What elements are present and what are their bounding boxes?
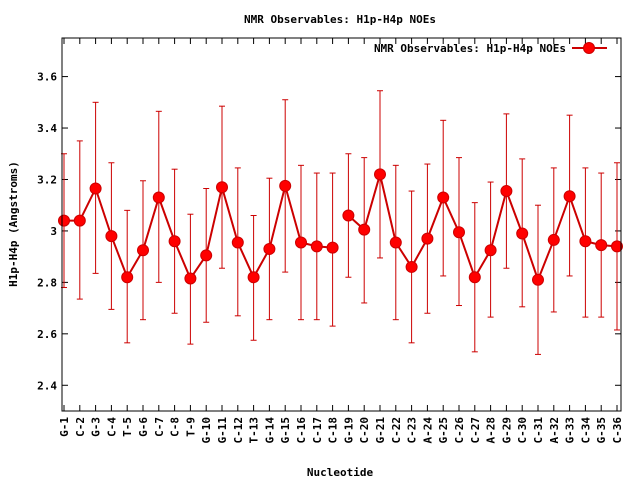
x-tick-label: C-12	[232, 417, 245, 444]
x-tick-label: C-7	[153, 417, 166, 437]
data-point	[595, 239, 608, 252]
x-tick-label: G-1	[58, 417, 71, 437]
data-point	[89, 182, 102, 195]
x-tick-label: A-32	[548, 417, 561, 444]
data-point	[484, 244, 497, 257]
y-tick-label: 3	[50, 225, 57, 238]
y-tick-label: 3.2	[37, 173, 57, 186]
x-axis-title: Nucleotide	[307, 466, 374, 479]
x-tick-label: G-3	[90, 417, 103, 437]
data-point	[453, 226, 465, 239]
x-tick-marks	[63, 38, 618, 411]
x-tick-label: C-22	[390, 417, 403, 444]
x-tick-label: G-33	[564, 417, 577, 444]
data-point	[184, 272, 197, 285]
x-tick-label: C-23	[406, 417, 419, 444]
x-tick-label: G-19	[342, 417, 355, 444]
data-point	[516, 227, 529, 240]
x-tick-label: G-14	[263, 417, 276, 444]
x-tick-label: C-2	[74, 417, 87, 437]
data-point	[405, 260, 418, 273]
x-tick-label: C-31	[532, 417, 545, 444]
data-point	[247, 271, 260, 284]
series-line	[347, 170, 618, 283]
chart-title: NMR Observables: H1p-H4p NOEs	[244, 13, 436, 26]
y-tick-label: 3.6	[37, 71, 57, 84]
x-tick-label: C-26	[453, 417, 466, 444]
data-point	[326, 241, 339, 254]
y-tick-label: 2.8	[37, 276, 57, 289]
plot-frame	[61, 37, 622, 412]
y-tick-label: 2.4	[37, 379, 57, 392]
data-point	[105, 230, 118, 243]
x-tick-label: G-11	[216, 417, 229, 444]
x-tick-label: C-8	[169, 417, 182, 437]
x-tick-label: G-6	[137, 417, 150, 437]
data-point	[500, 185, 513, 198]
data-point	[137, 244, 149, 257]
x-tick-label: G-35	[595, 417, 608, 444]
legend-label: NMR Observables: H1p-H4p NOEs	[374, 42, 566, 55]
data-point	[231, 236, 244, 249]
x-tick-label: C-34	[579, 417, 592, 444]
data-point	[342, 209, 355, 222]
data-point	[121, 271, 134, 284]
x-tick-label: C-4	[105, 417, 118, 437]
x-tick-label: C-20	[358, 417, 371, 444]
x-tick-label: C-36	[611, 417, 624, 444]
data-point	[563, 190, 576, 203]
data-point	[547, 233, 560, 246]
data-point	[200, 249, 213, 262]
data-point	[579, 235, 592, 248]
series-lines	[64, 170, 618, 283]
data-point	[310, 240, 323, 253]
data-point	[58, 214, 70, 227]
x-tick-label: C-27	[469, 417, 482, 444]
y-tick-labels: 2.4 2.6 2.8 3 3.2 3.4 3.6	[37, 71, 57, 393]
data-point	[358, 223, 371, 236]
data-point	[152, 191, 165, 204]
x-tick-label: T-13	[248, 417, 261, 444]
data-points	[58, 168, 623, 286]
x-tick-label: A-24	[421, 417, 434, 444]
x-tick-label: G-21	[374, 417, 387, 444]
series-line	[64, 182, 333, 281]
data-point	[73, 214, 86, 227]
y-tick-marks	[62, 76, 621, 386]
data-point	[168, 235, 181, 248]
data-point	[279, 179, 292, 192]
y-axis-title: H1p-H4p (Angstroms)	[7, 161, 20, 287]
data-point	[421, 232, 434, 245]
y-tick-label: 3.4	[37, 122, 57, 135]
x-tick-label: C-18	[327, 417, 340, 444]
data-point	[216, 181, 228, 194]
data-point	[437, 191, 450, 204]
data-point	[389, 236, 402, 249]
x-tick-label: G-29	[500, 417, 513, 444]
x-tick-label: G-25	[437, 417, 450, 444]
x-tick-label: C-30	[516, 417, 529, 444]
x-tick-label: T-9	[184, 417, 197, 437]
x-tick-label: C-17	[311, 417, 324, 444]
data-point	[295, 236, 307, 249]
x-tick-label: G-10	[200, 417, 213, 444]
x-tick-label: T-5	[121, 417, 134, 437]
y-tick-label: 2.6	[37, 328, 57, 341]
error-bars	[61, 90, 620, 355]
x-tick-label: G-15	[279, 417, 292, 444]
data-point	[532, 273, 544, 286]
x-tick-label: C-16	[295, 417, 308, 444]
data-point	[263, 242, 276, 255]
legend: NMR Observables: H1p-H4p NOEs	[374, 42, 607, 55]
legend-marker-swatch	[583, 42, 595, 54]
x-tick-label: A-28	[485, 417, 498, 444]
data-point	[374, 168, 386, 181]
data-point	[611, 240, 623, 253]
x-tick-labels: G-1 C-2 G-3 C-4 T-5 G-6 C-7 C-8 T-9 G-10 G-11 C-12 T…	[58, 417, 624, 444]
data-point	[468, 271, 481, 284]
